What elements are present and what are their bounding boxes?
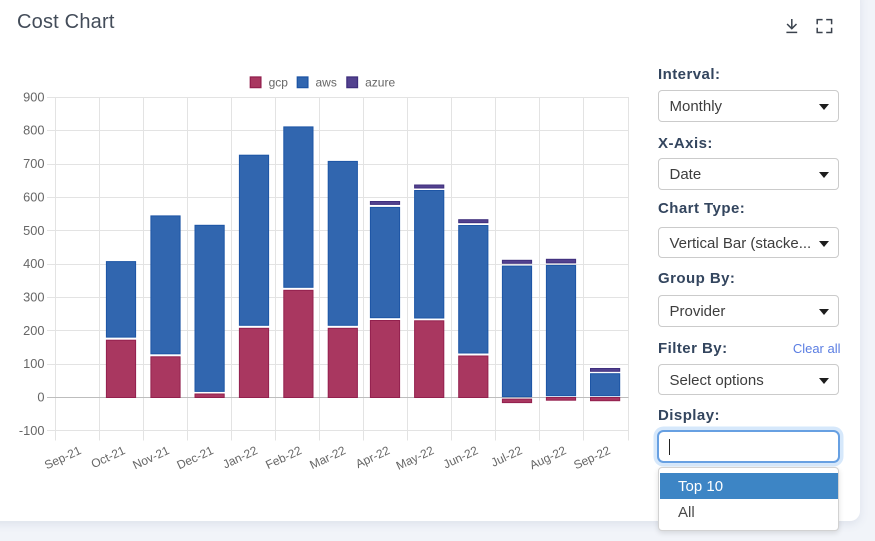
svg-text:300: 300 [23, 290, 44, 305]
svg-text:0: 0 [37, 390, 44, 405]
svg-text:Sep-22: Sep-22 [571, 443, 612, 472]
svg-text:azure: azure [365, 76, 395, 90]
svg-text:Mar-22: Mar-22 [307, 443, 348, 472]
svg-text:Apr-22: Apr-22 [353, 443, 392, 471]
svg-text:Nov-21: Nov-21 [130, 443, 171, 472]
svg-text:Oct-21: Oct-21 [89, 443, 128, 471]
svg-text:400: 400 [23, 256, 44, 271]
svg-text:gcp: gcp [269, 76, 289, 90]
svg-text:Jun-22: Jun-22 [441, 443, 480, 471]
svg-text:700: 700 [23, 156, 44, 171]
svg-text:Feb-22: Feb-22 [263, 443, 304, 472]
svg-text:Jul-22: Jul-22 [489, 443, 525, 470]
svg-text:Jan-22: Jan-22 [220, 443, 259, 471]
svg-text:Aug-22: Aug-22 [527, 443, 568, 472]
svg-text:900: 900 [23, 89, 44, 104]
svg-text:200: 200 [23, 323, 44, 338]
svg-text:aws: aws [316, 76, 337, 90]
svg-text:-100: -100 [19, 423, 45, 438]
svg-text:Sep-21: Sep-21 [42, 443, 83, 472]
svg-text:Dec-21: Dec-21 [175, 443, 216, 472]
svg-text:May-22: May-22 [394, 443, 436, 473]
svg-text:800: 800 [23, 123, 44, 138]
svg-text:600: 600 [23, 189, 44, 204]
svg-text:100: 100 [23, 356, 44, 371]
svg-text:500: 500 [23, 223, 44, 238]
